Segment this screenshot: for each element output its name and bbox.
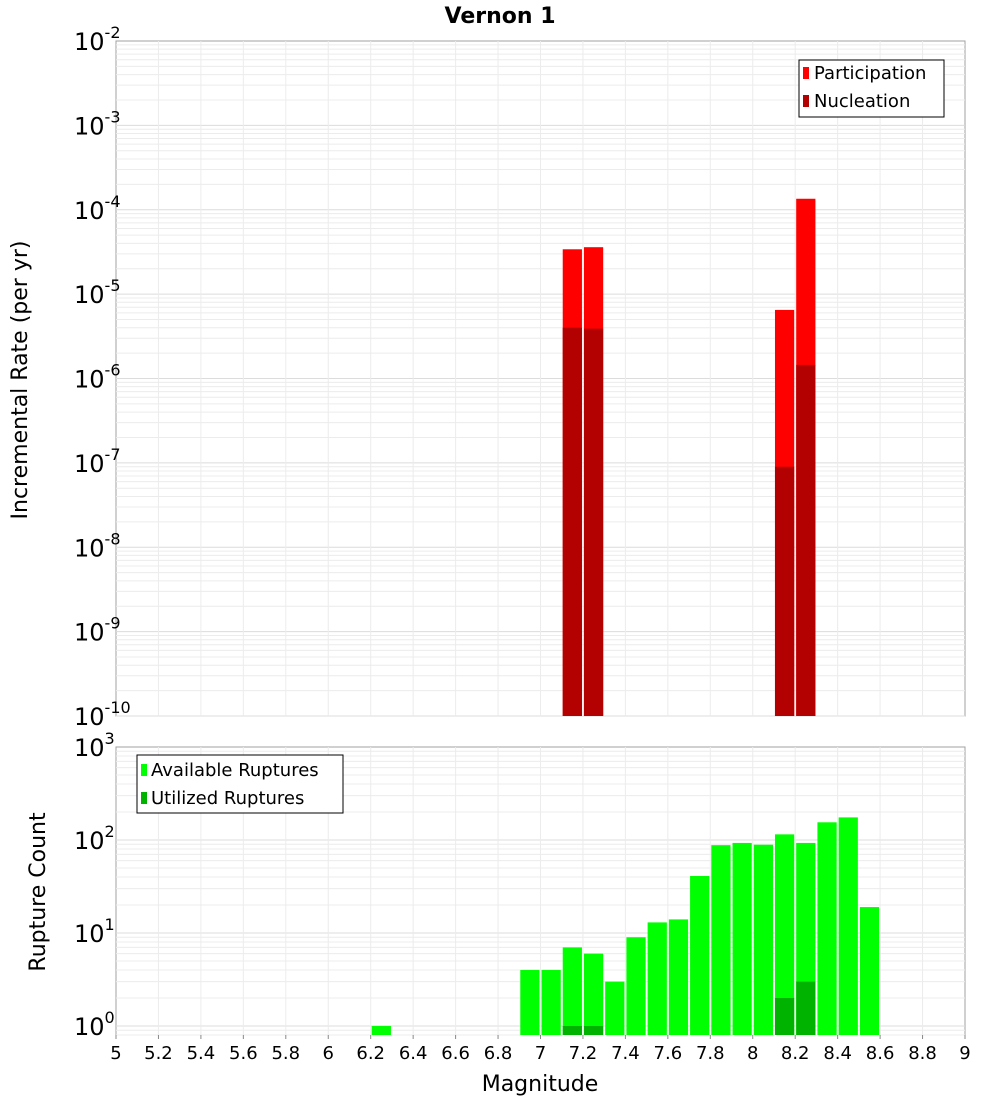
available-ruptures-bar: [859, 907, 880, 1035]
utilized-ruptures-bar: [774, 997, 795, 1035]
rate-y-tick-label: 10-3: [74, 107, 121, 140]
legend-label-utilized: Utilized Ruptures: [151, 788, 304, 809]
available-ruptures-bar: [753, 844, 773, 1035]
x-tick-label: 9: [959, 1043, 970, 1064]
count-y-axis-label: Rupture Count: [26, 812, 51, 972]
x-tick-label: 5.2: [144, 1043, 173, 1064]
available-ruptures-bar: [626, 937, 646, 1035]
rate-y-axis-label: Incremental Rate (per yr): [8, 241, 33, 520]
utilized-ruptures-bar: [562, 1025, 582, 1035]
x-tick-label: 6.2: [356, 1043, 385, 1064]
rate-y-tick-label: 10-7: [74, 445, 121, 478]
utilized-ruptures-bar: [796, 981, 816, 1035]
rate-y-tick-label: 10-4: [74, 192, 121, 225]
x-tick-label: 7: [535, 1043, 546, 1064]
x-tick-label: 6.8: [484, 1043, 513, 1064]
available-ruptures-bar: [690, 876, 710, 1035]
rate-y-tick-label: 10-6: [74, 361, 121, 394]
chart-title: Vernon 1: [445, 4, 556, 29]
legend-swatch-available: [141, 764, 147, 776]
legend-label-nucleation: Nucleation: [814, 91, 910, 112]
count-y-tick-label: 102: [74, 822, 115, 855]
count-y-tick-label: 103: [74, 729, 115, 762]
x-tick-label: 8.2: [781, 1043, 810, 1064]
available-ruptures-bar: [732, 842, 752, 1035]
nucleation-bar: [583, 328, 604, 716]
nucleation-bar: [562, 327, 582, 716]
rate-y-tick-label: 10-10: [74, 698, 131, 731]
available-ruptures-bar: [647, 922, 667, 1035]
rate-plot: 10-10 10-9 10-8 10-7 10-6 10-5 10-4 10-3 10-2 In…: [8, 23, 966, 731]
x-tick-label: 7.6: [654, 1043, 683, 1064]
x-tick-label: 8.4: [823, 1043, 852, 1064]
available-ruptures-bar: [583, 953, 604, 1035]
x-tick-label: 6: [323, 1043, 334, 1064]
x-tick-label: 7.2: [569, 1043, 598, 1064]
rate-y-tick-label: 10-8: [74, 529, 121, 562]
available-ruptures-bar: [711, 845, 731, 1035]
available-ruptures-bar: [774, 834, 795, 1035]
legend-label-participation: Participation: [814, 63, 926, 84]
x-tick-label: 8.8: [908, 1043, 937, 1064]
x-tick-label: 6.4: [399, 1043, 428, 1064]
available-ruptures-bar: [371, 1025, 391, 1035]
nucleation-bar: [774, 466, 795, 716]
utilized-ruptures-bar: [583, 1025, 604, 1035]
count-plot: 100 101 102 103 5 5.2 5.4 5.6 5.8 6 6.2 6.4 6.6 6.8 7…: [26, 729, 971, 1097]
available-ruptures-bar: [562, 947, 582, 1035]
nucleation-bar: [796, 364, 816, 716]
x-tick-label: 8.6: [866, 1043, 895, 1064]
legend-label-available: Available Ruptures: [151, 760, 319, 781]
available-ruptures-bar: [668, 919, 689, 1035]
available-ruptures-bar: [541, 969, 561, 1035]
available-ruptures-bar: [817, 822, 837, 1035]
x-tick-label: 5.8: [271, 1043, 300, 1064]
available-ruptures-bar: [520, 969, 540, 1035]
rate-legend: Participation Nucleation: [798, 59, 945, 118]
count-legend: Available Ruptures Utilized Ruptures: [136, 754, 344, 814]
available-ruptures-bar: [605, 981, 625, 1035]
rate-y-tick-label: 10-9: [74, 614, 121, 647]
x-tick-label: 7.8: [696, 1043, 725, 1064]
legend-swatch-nucleation: [803, 95, 809, 107]
x-tick-label: 5.4: [187, 1043, 216, 1064]
count-y-tick-label: 100: [74, 1008, 115, 1041]
x-tick-label: 5: [110, 1043, 121, 1064]
x-tick-label: 7.4: [611, 1043, 640, 1064]
x-tick-label: 8: [747, 1043, 758, 1064]
x-tick-label: 6.6: [441, 1043, 470, 1064]
legend-swatch-participation: [803, 67, 809, 79]
rate-y-tick-label: 10-2: [74, 23, 121, 56]
x-tick-label: 5.6: [229, 1043, 258, 1064]
legend-swatch-utilized: [141, 792, 147, 804]
count-y-tick-label: 101: [74, 915, 115, 948]
available-ruptures-bar: [838, 817, 858, 1035]
x-axis-label: Magnitude: [482, 1072, 599, 1097]
rate-y-tick-label: 10-5: [74, 276, 121, 309]
